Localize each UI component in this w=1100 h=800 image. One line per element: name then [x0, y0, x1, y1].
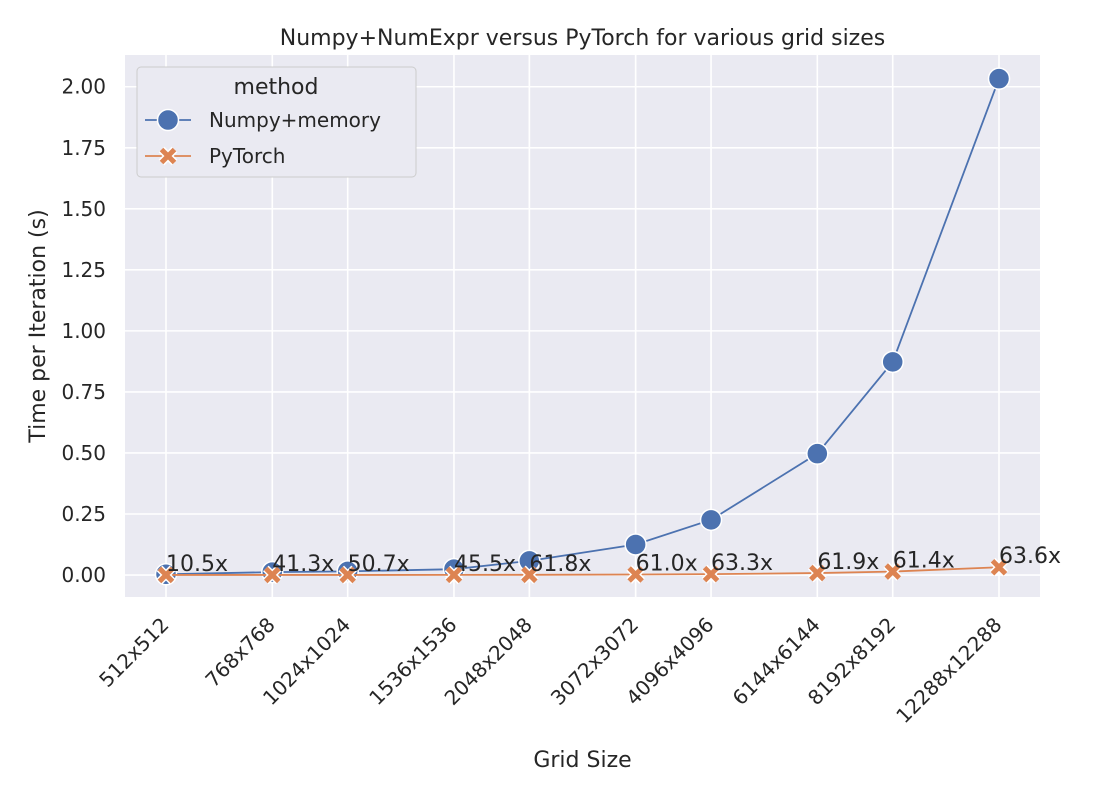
data-point — [627, 566, 644, 583]
legend-box — [136, 66, 417, 178]
annotations: 10.5x 41.3x 50.7x 45.5x 61.8x 61.0x 63.3x 61.9x… — [166, 544, 1061, 577]
series-layer — [154, 67, 1011, 586]
y-axis-label: Time per Iteration (s) — [26, 209, 51, 443]
series-line — [165, 78, 1000, 576]
data-point — [159, 147, 177, 165]
data-point — [157, 566, 175, 584]
y-tick-label: 0.50 — [61, 441, 106, 465]
x-axis-label: Grid Size — [533, 748, 631, 773]
y-tick-label: 1.00 — [61, 319, 106, 343]
y-tick-labels: 0.00 0.25 0.50 0.75 1.00 1.25 1.50 1.75 2.00 — [61, 75, 106, 587]
speedup-annotation: 61.0x — [636, 552, 698, 577]
y-tick-label: 0.75 — [61, 380, 106, 404]
data-point — [987, 67, 1011, 90]
data-point — [884, 563, 901, 580]
y-tick-label: 0.25 — [61, 502, 106, 526]
speedup-annotation: 50.7x — [348, 552, 410, 577]
x-tick-label: 12288x12288 — [891, 613, 1006, 728]
legend-label: PyTorch — [209, 144, 285, 168]
speedup-annotation: 45.5x — [454, 552, 516, 577]
chart-title: Numpy+NumExpr versus PyTorch for various… — [280, 26, 885, 51]
legend-items: Numpy+memory PyTorch — [145, 108, 381, 168]
data-point — [881, 350, 904, 374]
data-point — [699, 508, 723, 532]
speedup-annotation: 63.3x — [711, 551, 773, 576]
y-tick-label: 1.50 — [61, 197, 106, 221]
legend: method Numpy+memory PyTorch — [136, 66, 417, 178]
x-tick-label: 768x768 — [200, 613, 279, 692]
legend-title: method — [234, 75, 319, 100]
legend-item: PyTorch — [145, 144, 285, 168]
data-point — [521, 566, 538, 584]
data-point — [990, 558, 1008, 576]
speedup-annotation: 10.5x — [166, 552, 228, 577]
speedup-annotation: 61.8x — [529, 552, 591, 577]
speedup-annotation: 41.3x — [272, 552, 334, 577]
y-tick-label: 0.00 — [61, 563, 106, 587]
series-pytorch — [156, 557, 1009, 585]
legend-label: Numpy+memory — [209, 108, 381, 132]
data-point — [806, 442, 829, 465]
data-point — [156, 108, 180, 132]
x-tick-label: 512x512 — [94, 613, 173, 692]
data-point — [702, 565, 720, 583]
series-line — [166, 566, 1000, 576]
data-point — [809, 564, 826, 582]
speedup-annotation: 63.6x — [999, 544, 1061, 569]
y-tick-label: 2.00 — [61, 75, 106, 99]
y-tick-label: 1.25 — [61, 258, 106, 282]
speedup-annotation: 61.9x — [817, 550, 879, 575]
data-point — [264, 566, 281, 584]
data-point — [624, 533, 647, 556]
data-point — [339, 566, 356, 584]
speedup-annotation: 61.4x — [893, 549, 955, 574]
data-point — [445, 566, 463, 584]
y-tick-label: 1.75 — [61, 136, 106, 160]
legend-item: Numpy+memory — [145, 108, 381, 132]
